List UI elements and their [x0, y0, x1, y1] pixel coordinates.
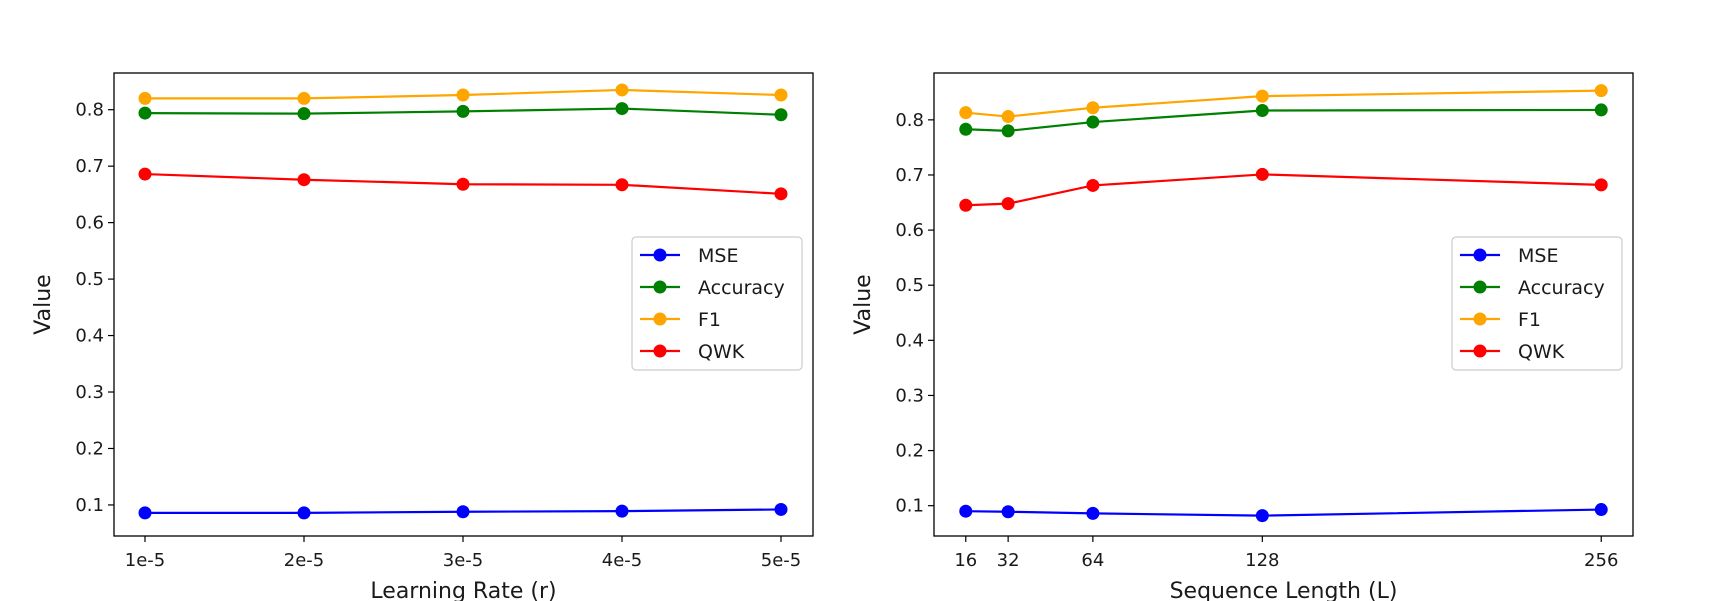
legend-box: [1451, 236, 1623, 371]
legend-label-mse: MSE: [698, 245, 738, 267]
point-accuracy: [615, 102, 629, 116]
point-mse: [1086, 506, 1100, 520]
y-tick-label: 0.7: [75, 156, 104, 177]
y-axis-title: Value: [31, 274, 56, 334]
legend: MSE Accuracy F1 QWK: [1451, 236, 1623, 371]
point-mse: [615, 504, 629, 518]
x-axis-title: Sequence Length (L): [1170, 579, 1398, 601]
x-tick-label: 128: [1245, 550, 1279, 571]
legend-label-accuracy: Accuracy: [1518, 277, 1605, 299]
y-axis-title: Value: [851, 274, 876, 334]
point-mse: [774, 502, 788, 516]
point-qwk: [297, 173, 311, 187]
series-line-f1: [965, 89, 1602, 118]
point-f1: [615, 83, 629, 97]
legend-marker-f1: [1473, 312, 1487, 326]
series-line-mse: [965, 508, 1602, 517]
point-mse: [1594, 503, 1608, 517]
legend-marker-qwk: [653, 344, 667, 358]
legend-label-f1: F1: [698, 309, 721, 331]
point-accuracy: [774, 108, 788, 122]
y-tick-label: 0.7: [895, 165, 924, 186]
legend-marker-accuracy: [1473, 280, 1487, 294]
legend: MSE Accuracy F1 QWK: [631, 236, 803, 371]
point-qwk: [138, 167, 152, 181]
y-tick-label: 0.2: [75, 438, 104, 459]
point-accuracy: [1255, 103, 1269, 117]
x-tick-label: 16: [954, 550, 977, 571]
series-line-qwk: [965, 173, 1602, 207]
x-tick-label: 2e-5: [284, 550, 324, 571]
point-qwk: [1086, 178, 1100, 192]
x-tick-label: 64: [1081, 550, 1104, 571]
legend-marker-mse: [1473, 248, 1487, 262]
point-f1: [1255, 89, 1269, 103]
legend-label-f1: F1: [1518, 309, 1541, 331]
x-tick-label: 5e-5: [761, 550, 801, 571]
legend-marker-mse: [653, 248, 667, 262]
point-mse: [959, 504, 973, 518]
x-axis-title: Learning Rate (r): [370, 579, 556, 601]
legend-label-qwk: QWK: [698, 341, 745, 363]
point-qwk: [774, 187, 788, 201]
y-tick-label: 0.1: [75, 495, 104, 516]
y-tick-label: 0.6: [895, 220, 924, 241]
point-qwk: [615, 178, 629, 192]
y-tick-label: 0.1: [895, 496, 924, 517]
y-tick-label: 0.4: [75, 326, 104, 347]
point-accuracy: [456, 104, 470, 118]
point-accuracy: [959, 122, 973, 136]
legend-label-qwk: QWK: [1518, 341, 1565, 363]
point-qwk: [456, 177, 470, 191]
point-f1: [959, 106, 973, 120]
chart-panel-1: 0.1 0.2 0.3 0.4 0.5 0.6 0.7 0.8 1e-5 2e-5 3e-5 4e-5…: [31, 72, 814, 601]
x-tick-label: 256: [1584, 550, 1618, 571]
chart-panel-2: 0.1 0.2 0.3 0.4 0.5 0.6 0.7 0.8 16 32 64 128 256 Sequ…: [851, 72, 1634, 601]
point-accuracy: [1001, 124, 1015, 138]
point-f1: [456, 88, 470, 102]
point-f1: [1086, 101, 1100, 115]
legend-box: [631, 236, 803, 371]
point-f1: [774, 88, 788, 102]
x-tick-label: 1e-5: [125, 550, 165, 571]
y-tick-label: 0.2: [895, 441, 924, 462]
point-mse: [297, 506, 311, 520]
x-tick-label: 3e-5: [443, 550, 483, 571]
point-accuracy: [1594, 103, 1608, 117]
y-tick-label: 0.8: [895, 110, 924, 131]
y-tick-label: 0.4: [895, 330, 924, 351]
point-f1: [297, 91, 311, 105]
point-mse: [1255, 509, 1269, 523]
point-qwk: [1594, 178, 1608, 192]
legend-label-accuracy: Accuracy: [698, 277, 785, 299]
y-tick-label: 0.8: [75, 100, 104, 121]
point-f1: [1594, 84, 1608, 98]
point-mse: [1001, 505, 1015, 519]
legend-marker-accuracy: [653, 280, 667, 294]
point-mse: [138, 506, 152, 520]
point-qwk: [959, 198, 973, 212]
legend-marker-f1: [653, 312, 667, 326]
y-tick-label: 0.5: [75, 269, 104, 290]
point-mse: [456, 505, 470, 519]
point-qwk: [1001, 197, 1015, 211]
y-tick-label: 0.5: [895, 275, 924, 296]
x-tick-label: 32: [997, 550, 1020, 571]
legend-label-mse: MSE: [1518, 245, 1558, 267]
legend-marker-qwk: [1473, 344, 1487, 358]
y-tick-label: 0.3: [895, 385, 924, 406]
series-line-accuracy: [965, 108, 1602, 132]
point-f1: [138, 91, 152, 105]
x-tick-label: 4e-5: [602, 550, 642, 571]
point-f1: [1001, 110, 1015, 124]
y-tick-label: 0.6: [75, 213, 104, 234]
plot-frame: [933, 72, 1634, 537]
y-tick-label: 0.3: [75, 382, 104, 403]
point-qwk: [1255, 167, 1269, 181]
point-accuracy: [297, 107, 311, 121]
point-accuracy: [138, 106, 152, 120]
point-accuracy: [1086, 115, 1100, 129]
